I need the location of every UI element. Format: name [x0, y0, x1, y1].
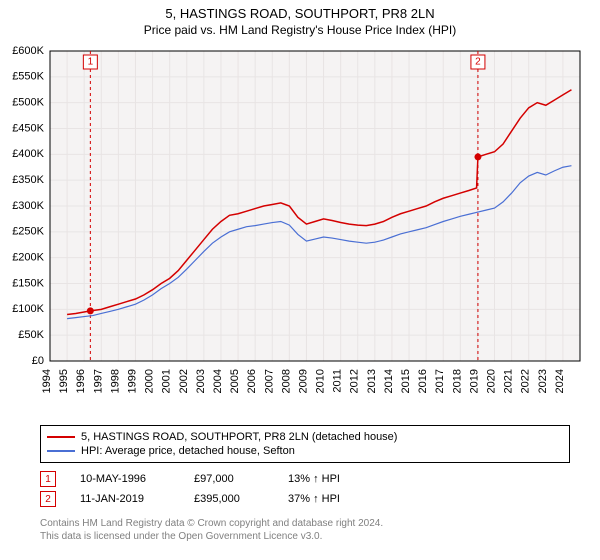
svg-text:2022: 2022: [520, 369, 532, 393]
chart-title: 5, HASTINGS ROAD, SOUTHPORT, PR8 2LN: [0, 0, 600, 21]
legend-box: 5, HASTINGS ROAD, SOUTHPORT, PR8 2LN (de…: [40, 425, 570, 463]
transaction-marker: 1: [40, 471, 56, 487]
legend-item: HPI: Average price, detached house, Seft…: [47, 444, 563, 458]
svg-text:£150K: £150K: [12, 277, 44, 289]
svg-text:£200K: £200K: [12, 252, 44, 264]
chart-subtitle: Price paid vs. HM Land Registry's House …: [0, 21, 600, 41]
transaction-marker: 2: [40, 491, 56, 507]
legend-label: 5, HASTINGS ROAD, SOUTHPORT, PR8 2LN (de…: [81, 431, 397, 443]
svg-text:£600K: £600K: [12, 45, 44, 57]
svg-text:£500K: £500K: [12, 97, 44, 109]
transactions-table: 1 10-MAY-1996 £97,000 13% ↑ HPI 2 11-JAN-2019…: [40, 469, 570, 509]
footer-line-2: This data is licensed under the Open Gov…: [40, 530, 570, 543]
transaction-price: £97,000: [194, 473, 264, 485]
svg-text:2017: 2017: [434, 369, 446, 393]
svg-text:2011: 2011: [332, 369, 344, 393]
svg-text:2002: 2002: [178, 369, 190, 393]
svg-text:2013: 2013: [366, 369, 378, 393]
svg-text:2010: 2010: [315, 369, 327, 393]
svg-text:2020: 2020: [486, 369, 498, 393]
svg-text:2015: 2015: [400, 369, 412, 393]
svg-text:£100K: £100K: [12, 303, 44, 315]
svg-text:1: 1: [88, 57, 94, 68]
svg-text:£300K: £300K: [12, 200, 44, 212]
svg-text:£250K: £250K: [12, 226, 44, 238]
svg-text:1997: 1997: [92, 369, 104, 393]
transaction-row: 1 10-MAY-1996 £97,000 13% ↑ HPI: [40, 469, 570, 489]
svg-text:2000: 2000: [144, 369, 156, 393]
transaction-date: 10-MAY-1996: [80, 473, 170, 485]
transaction-date: 11-JAN-2019: [80, 493, 170, 505]
svg-text:2023: 2023: [537, 369, 549, 393]
svg-text:1996: 1996: [75, 369, 87, 393]
svg-text:£450K: £450K: [12, 122, 44, 134]
svg-text:1999: 1999: [126, 369, 138, 393]
svg-text:2004: 2004: [212, 369, 224, 393]
svg-text:2006: 2006: [246, 369, 258, 393]
svg-text:£400K: £400K: [12, 148, 44, 160]
svg-text:£50K: £50K: [18, 329, 44, 341]
svg-text:2003: 2003: [195, 369, 207, 393]
legend-swatch: [47, 436, 75, 438]
svg-text:2: 2: [475, 57, 481, 68]
svg-text:2016: 2016: [417, 369, 429, 393]
svg-text:£550K: £550K: [12, 71, 44, 83]
svg-text:2021: 2021: [503, 369, 515, 393]
footer-line-1: Contains HM Land Registry data © Crown c…: [40, 517, 570, 530]
transaction-row: 2 11-JAN-2019 £395,000 37% ↑ HPI: [40, 489, 570, 509]
transaction-pct: 37% ↑ HPI: [288, 493, 378, 505]
legend-item: 5, HASTINGS ROAD, SOUTHPORT, PR8 2LN (de…: [47, 430, 563, 444]
svg-text:2012: 2012: [349, 369, 361, 393]
svg-text:2001: 2001: [161, 369, 173, 393]
chart-svg: £0 £50K £100K £150K £200K £250K £300K £350K £400…: [0, 41, 600, 421]
svg-text:2019: 2019: [468, 369, 480, 393]
chart-area: £0 £50K £100K £150K £200K £250K £300K £350K £400…: [0, 41, 600, 421]
svg-text:2024: 2024: [554, 369, 566, 393]
svg-text:£350K: £350K: [12, 174, 44, 186]
svg-text:1995: 1995: [58, 369, 70, 393]
legend-swatch: [47, 450, 75, 452]
svg-text:1998: 1998: [109, 369, 121, 393]
svg-text:2008: 2008: [280, 369, 292, 393]
svg-text:1994: 1994: [41, 369, 53, 393]
svg-text:2009: 2009: [297, 369, 309, 393]
transaction-pct: 13% ↑ HPI: [288, 473, 378, 485]
svg-text:£0: £0: [32, 355, 44, 367]
svg-text:2007: 2007: [263, 369, 275, 393]
svg-text:2018: 2018: [451, 369, 463, 393]
svg-text:2005: 2005: [229, 369, 241, 393]
footer-attribution: Contains HM Land Registry data © Crown c…: [40, 517, 570, 543]
transaction-price: £395,000: [194, 493, 264, 505]
svg-text:2014: 2014: [383, 369, 395, 393]
legend-label: HPI: Average price, detached house, Seft…: [81, 445, 295, 457]
